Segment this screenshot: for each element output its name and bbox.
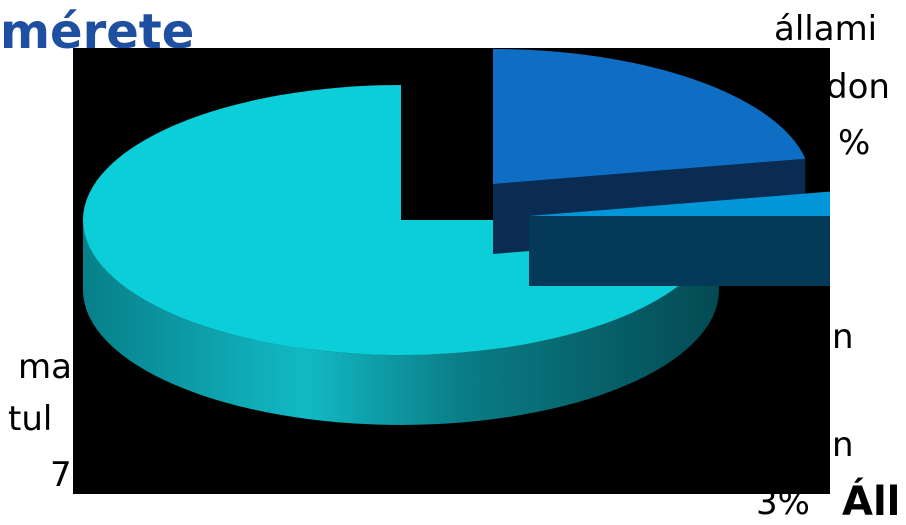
pie-slice-wall-1-1 xyxy=(529,216,830,286)
label-allami-line1: állami xyxy=(774,9,878,49)
pie-chart xyxy=(73,48,830,494)
pie-slice-side-2 xyxy=(83,220,719,425)
pie-slice-1 xyxy=(529,191,830,216)
pie-chart-svg xyxy=(83,49,830,425)
label-allami-line2: don xyxy=(826,67,890,107)
pie-slice-0 xyxy=(493,49,806,184)
label-left-line2: tul xyxy=(8,399,53,439)
label-allami-line3: % xyxy=(838,123,871,163)
label-right-low: n xyxy=(832,425,854,465)
bottom-text-fragment: Áll xyxy=(842,479,901,525)
pie-slice-2 xyxy=(83,85,719,355)
label-left-line3: 7 xyxy=(50,455,72,495)
label-right-mid: n xyxy=(832,317,854,357)
